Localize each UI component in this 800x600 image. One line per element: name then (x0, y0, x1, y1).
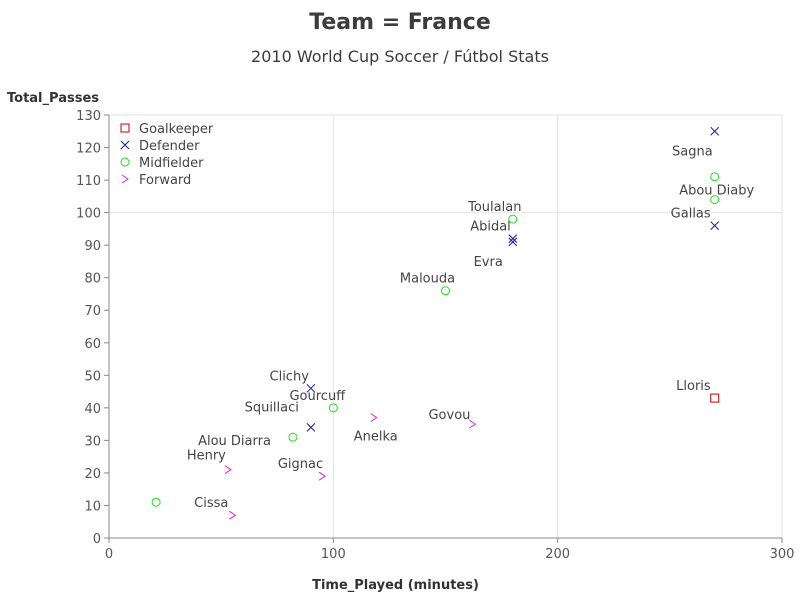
point-label: Evra (474, 255, 503, 270)
legend-label-forward: Forward (139, 173, 191, 188)
data-point-midfielder (710, 172, 720, 182)
data-point-defender (710, 126, 720, 136)
point-label: Cissa (194, 496, 228, 511)
data-point-forward (318, 471, 327, 481)
y-tick-label: 120 (76, 142, 101, 157)
point-label: Lloris (676, 379, 711, 394)
point-label: Clichy (270, 369, 310, 384)
legend-marker-midfielder (120, 157, 130, 167)
x-tick-label: 0 (105, 547, 113, 562)
legend-marker-defender (120, 140, 130, 150)
y-tick-label: 30 (84, 434, 101, 449)
legend-label-goalkeeper: Goalkeeper (139, 122, 214, 137)
grid-layer (108, 114, 783, 539)
legend-label-defender: Defender (139, 139, 200, 154)
data-point-midfielder (328, 403, 338, 413)
data-point-defender (508, 234, 518, 243)
data-point-forward (469, 419, 477, 429)
point-layer: Lloris Sagna Gallas Abidal Evra Clichy Squilla… (151, 126, 755, 520)
data-point-defender (306, 423, 316, 432)
data-point-goalkeeper (710, 393, 720, 403)
data-point-defender (306, 383, 316, 393)
point-label: Toulalan (467, 200, 521, 215)
y-tick-label: 70 (84, 304, 101, 319)
point-label: Henry (187, 449, 226, 464)
legend-label-midfielder: Midfielder (139, 156, 204, 171)
data-point-forward (370, 413, 378, 423)
point-label: Alou Diarra (198, 434, 271, 449)
data-point-midfielder (151, 497, 161, 507)
point-label: Govou (428, 408, 470, 423)
point-label: Gallas (671, 207, 711, 222)
point-label: Malouda (400, 272, 455, 287)
x-tick-label: 200 (545, 547, 570, 562)
point-label: Abidal (470, 220, 511, 235)
y-tick-label: 80 (84, 272, 101, 287)
point-label: Gourcuff (289, 389, 346, 404)
y-tick-label: 40 (84, 402, 101, 417)
y-tick-label: 130 (76, 109, 101, 124)
data-point-forward (229, 510, 237, 520)
legend: Goalkeeper Defender Midfielder Forward (120, 122, 214, 188)
point-label: Squillaci (245, 400, 299, 415)
y-axis-label: Total_Passes (7, 91, 99, 106)
data-point-forward (224, 465, 232, 475)
point-label: Gignac (278, 457, 323, 472)
data-point-midfielder (288, 432, 298, 442)
y-tick-label: 100 (76, 207, 101, 222)
y-tick-label: 20 (84, 467, 101, 482)
x-tick-label: 300 (770, 547, 795, 562)
point-label: Abou Diaby (679, 184, 754, 199)
y-tick-label: 110 (76, 174, 101, 189)
data-point-midfielder (441, 286, 450, 296)
x-axis-label: Time_Played (minutes) (312, 578, 479, 593)
data-point-midfielder (710, 195, 720, 205)
data-point-defender (508, 237, 518, 247)
point-label: Anelka (354, 430, 398, 445)
data-point-midfielder (508, 214, 518, 224)
legend-marker-forward (121, 174, 129, 184)
point-label: Sagna (672, 144, 713, 159)
y-tick-label: 0 (93, 532, 101, 547)
plot-frame (108, 114, 783, 539)
x-tick-label: 100 (321, 547, 346, 562)
data-point-defender (710, 221, 720, 230)
chart-subtitle: 2010 World Cup Soccer / Fútbol Stats (251, 47, 549, 66)
chart-title: Team = France (309, 10, 491, 35)
legend-marker-goalkeeper (120, 123, 130, 133)
y-tick-label: 60 (84, 337, 101, 352)
y-tick-label: 50 (84, 369, 101, 384)
y-tick-label: 90 (84, 239, 101, 254)
y-tick-label: 10 (84, 499, 101, 514)
axis-layer: 0 10 20 30 40 50 60 70 80 90 100 110 120 130 0 100 200 30… (7, 91, 794, 593)
